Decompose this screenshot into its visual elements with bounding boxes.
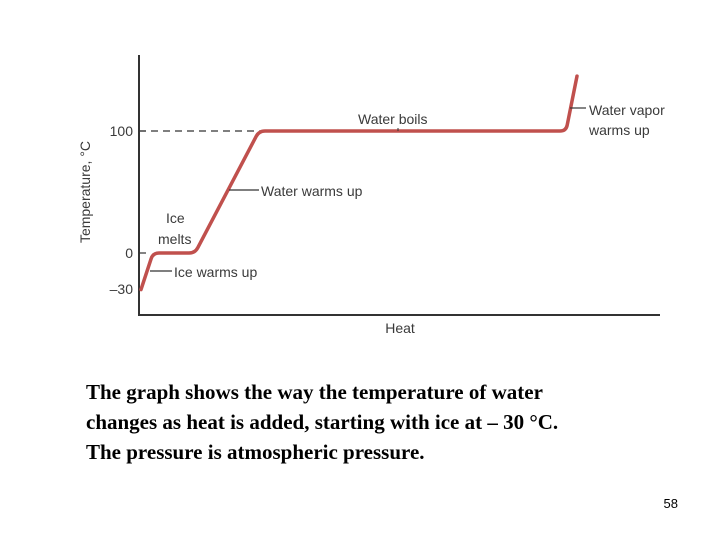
x-axis-title: Heat bbox=[385, 320, 415, 336]
annotation-ice-line2: melts bbox=[158, 231, 191, 247]
annotation-water-warms: Water warms up bbox=[261, 183, 363, 199]
y-tick-label-0: 0 bbox=[125, 245, 133, 261]
annotation-vapor-line2: warms up bbox=[588, 122, 650, 138]
caption: The graph shows the way the temperature … bbox=[86, 377, 706, 467]
page-number: 58 bbox=[663, 496, 678, 511]
heating-curve-line bbox=[139, 74, 579, 292]
annotation-ice-line1: Ice bbox=[166, 210, 185, 226]
phase-change-chart: 100 0 –30 Temperature, °C Heat Water boi… bbox=[77, 55, 665, 336]
caption-line-1: The graph shows the way the temperature … bbox=[86, 380, 543, 404]
annotation-vapor-line1: Water vapor bbox=[589, 102, 665, 118]
y-tick-label-minus30: –30 bbox=[110, 281, 134, 297]
caption-line-2: changes as heat is added, starting with … bbox=[86, 410, 559, 434]
y-tick-label-100: 100 bbox=[110, 123, 134, 139]
annotation-ice-warms: Ice warms up bbox=[174, 264, 257, 280]
annotation-water-boils: Water boils bbox=[358, 111, 428, 127]
caption-line-3: The pressure is atmospheric pressure. bbox=[86, 440, 425, 464]
y-axis-title: Temperature, °C bbox=[77, 141, 93, 243]
